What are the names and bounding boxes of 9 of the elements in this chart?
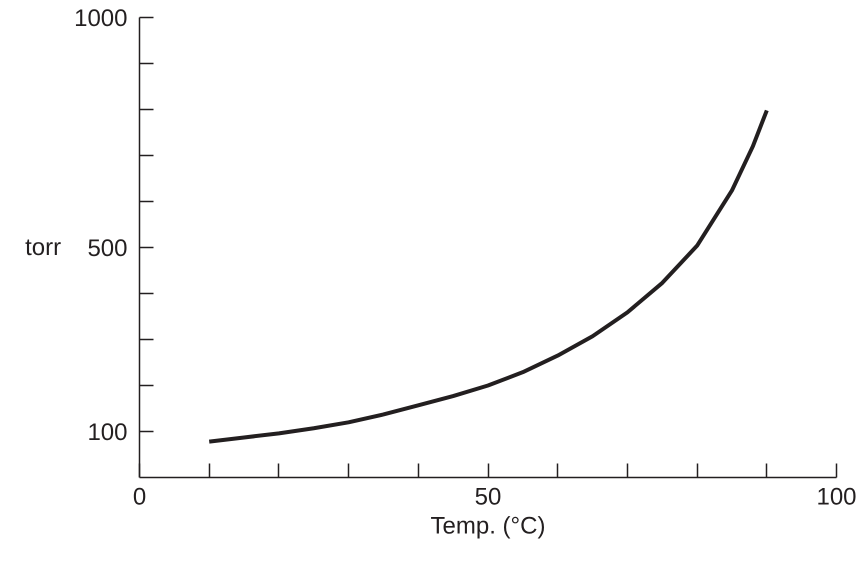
- y-tick-label: 1000: [74, 5, 128, 32]
- x-tick-label: 0: [132, 484, 146, 510]
- y-tick-label: 500: [87, 235, 128, 262]
- y-axis-title: torr: [25, 234, 62, 261]
- x-tick-label: 50: [474, 484, 502, 510]
- line-series: [207, 108, 769, 444]
- x-axis-title: Temp. (°C): [430, 512, 546, 540]
- y-tick-label: 100: [87, 419, 128, 446]
- x-tick-label: 100: [816, 484, 857, 510]
